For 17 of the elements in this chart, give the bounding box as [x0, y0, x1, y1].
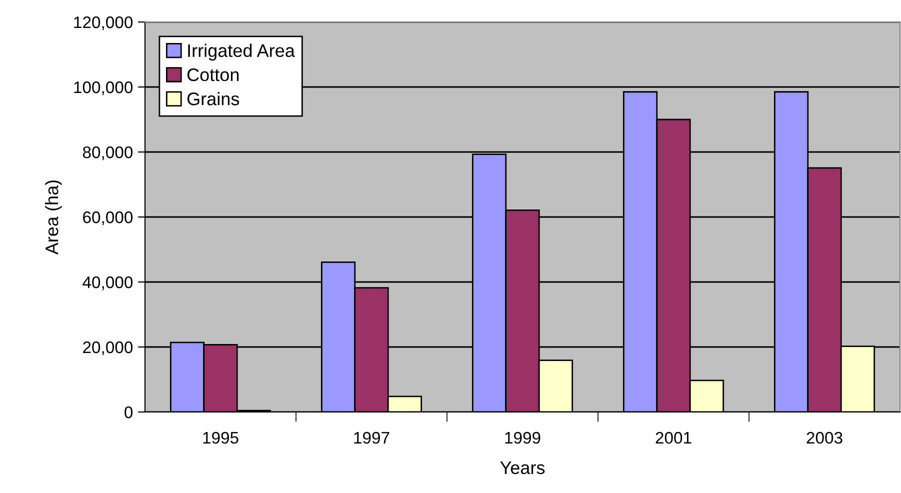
y-tick-label: 20,000	[83, 341, 133, 356]
y-tick-label: 0	[124, 406, 133, 418]
y-tick-label: 120,000	[74, 16, 133, 30]
x-tick-label: 1995	[203, 432, 238, 444]
y-tick-label: 100,000	[74, 81, 133, 96]
legend-label: Irrigated Area	[188, 44, 295, 61]
legend-label: Grains	[187, 92, 240, 106]
x-tick-label: 1997	[354, 432, 390, 444]
x-axis-title: Years	[500, 462, 545, 474]
x-tick-label: 1999	[505, 432, 540, 444]
y-axis-title: Area (ha)	[45, 180, 62, 255]
y-tick-label: 40,000	[82, 276, 133, 290]
y-tick-label: 60,000	[83, 211, 133, 226]
x-tick-label: 2001	[656, 432, 692, 444]
x-tick-label: 2003	[806, 432, 842, 444]
y-tick-label: 80,000	[82, 146, 133, 160]
legend-label: Cotton	[187, 68, 239, 82]
